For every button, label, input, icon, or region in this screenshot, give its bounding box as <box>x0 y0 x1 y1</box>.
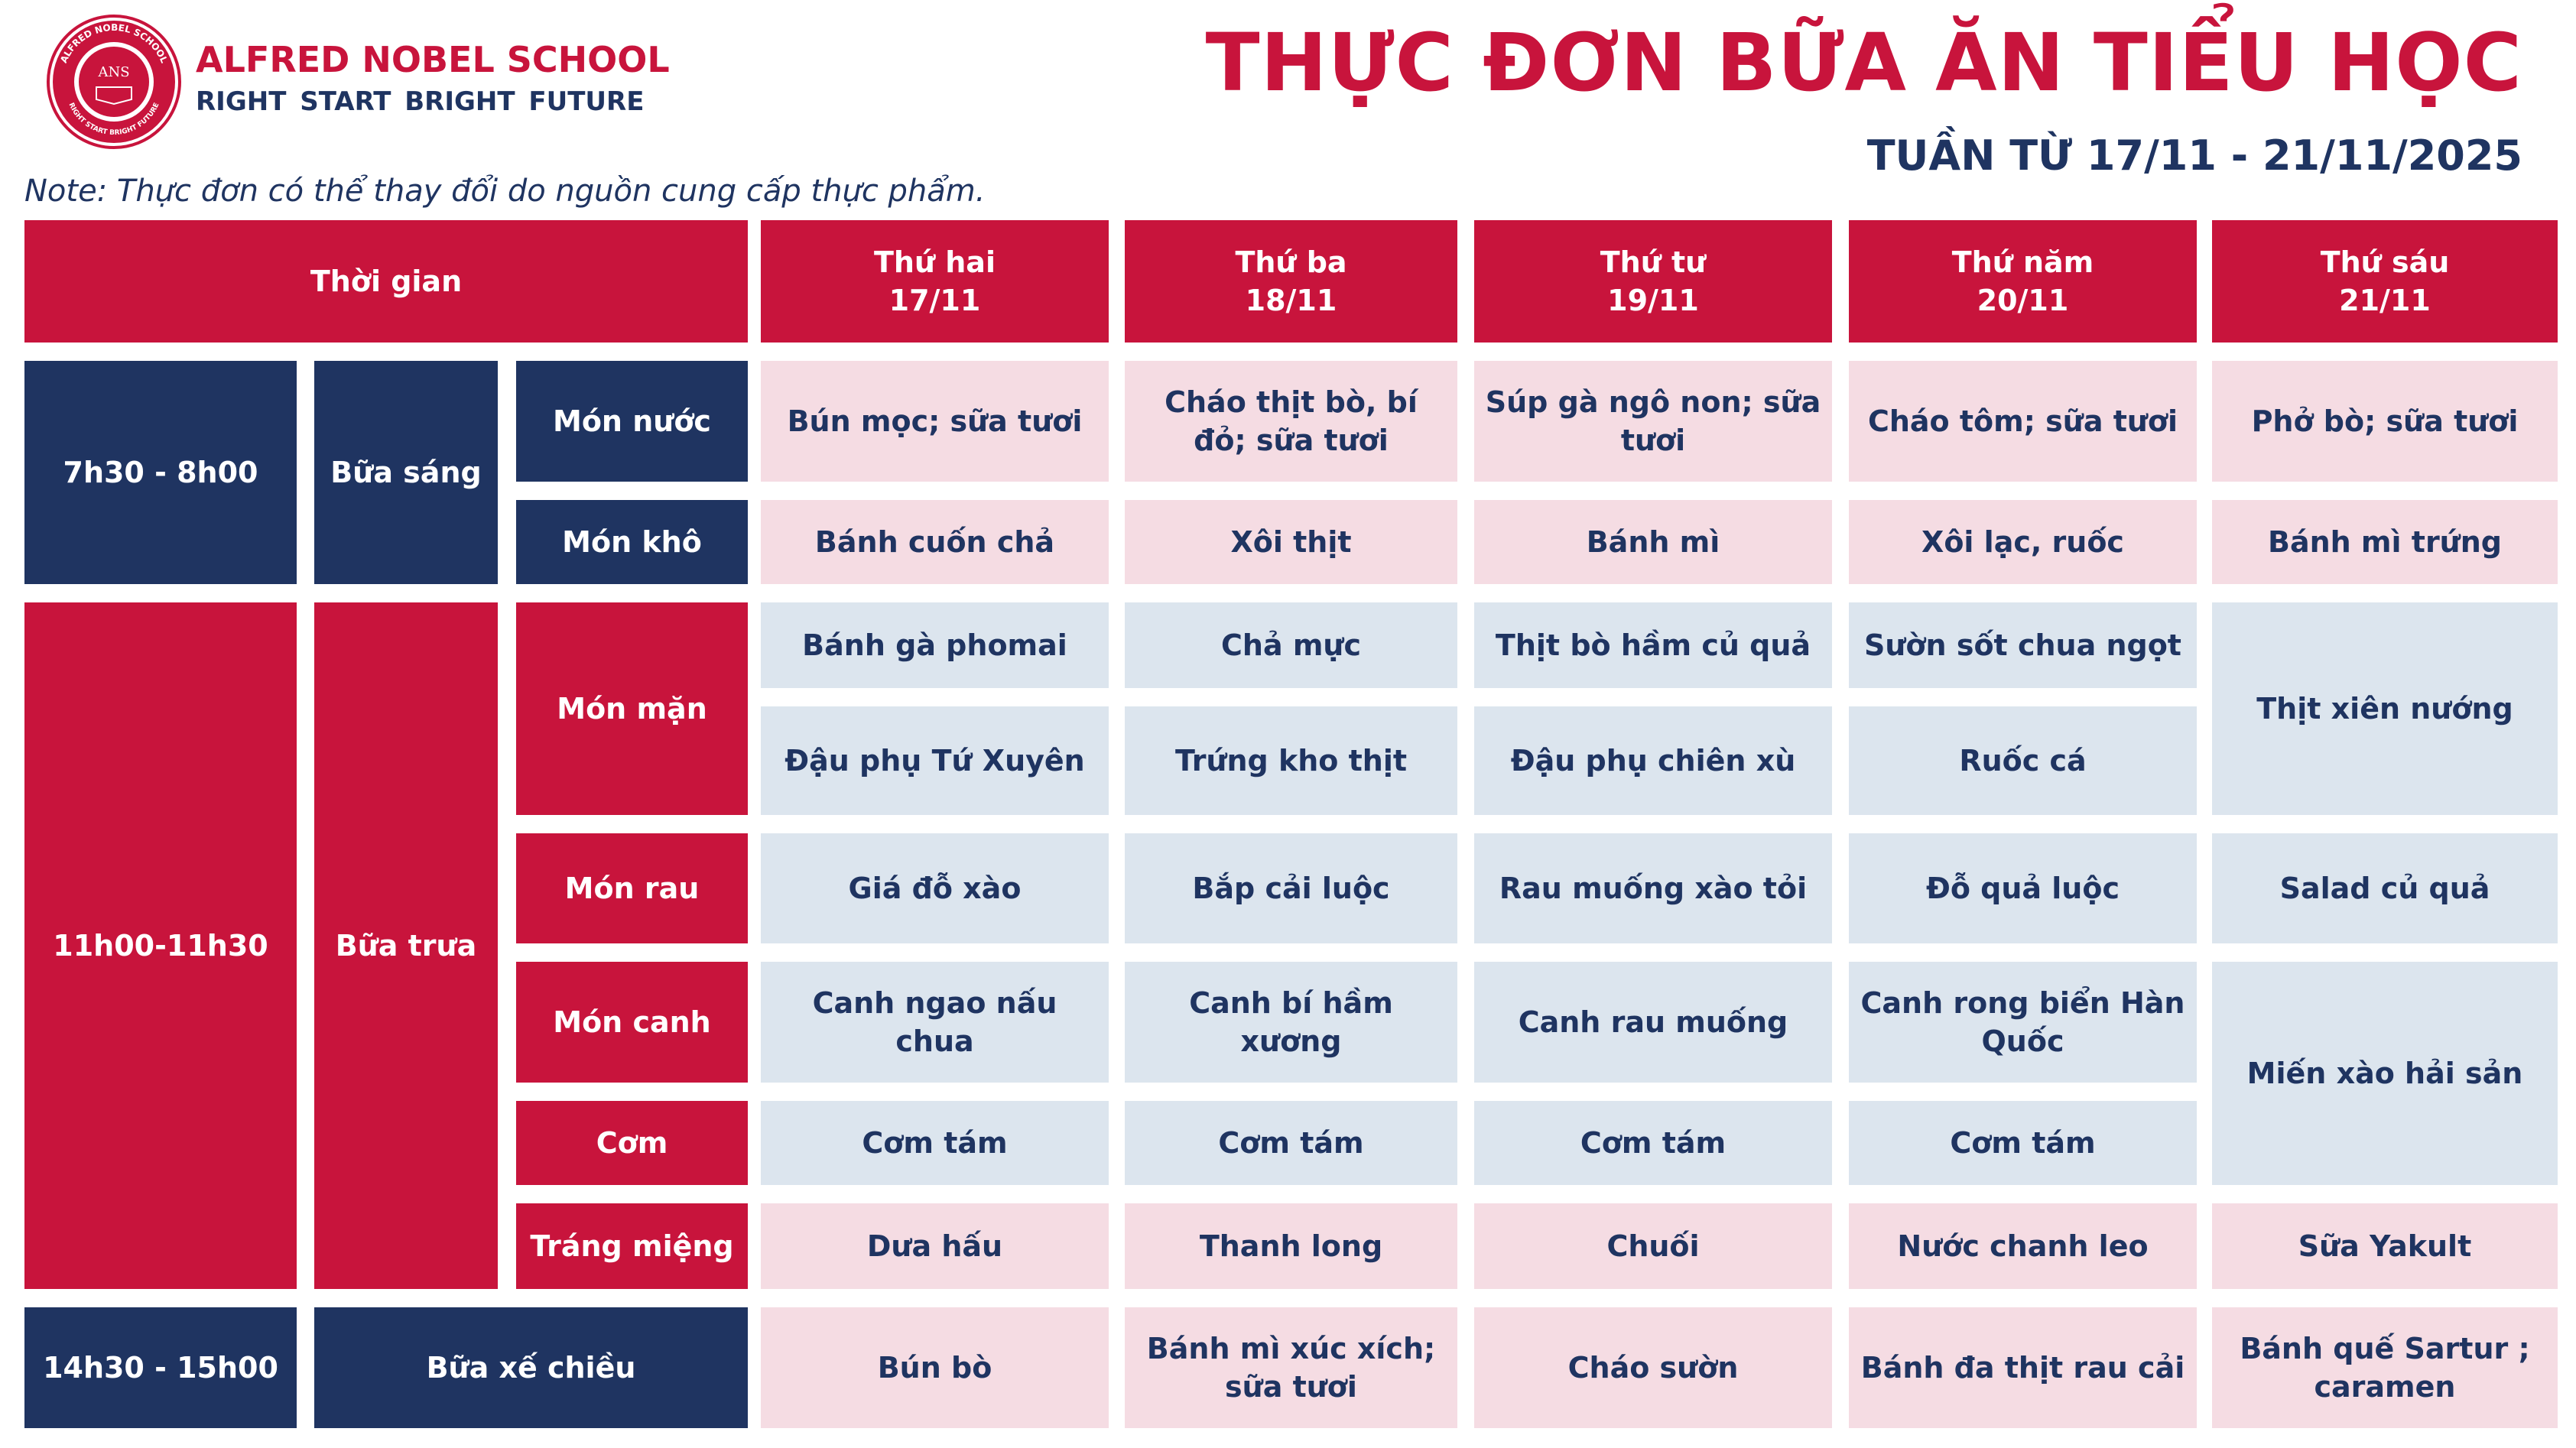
day-date: 18/11 <box>1245 284 1337 317</box>
menu-cell: Cháo sườn <box>1474 1307 1832 1428</box>
day-name: Thứ hai <box>874 245 996 279</box>
menu-note: Note: Thực đơn có thể thay đổi do nguồn … <box>24 174 986 209</box>
day-name: Thứ tư <box>1600 245 1707 279</box>
menu-cell: Cơm tám <box>761 1101 1109 1185</box>
menu-cell: Chuối <box>1474 1203 1832 1289</box>
menu-cell: Xôi lạc, ruốc <box>1849 500 2197 584</box>
menu-cell: Giá đỗ xào <box>761 833 1109 943</box>
menu-cell: Đậu phụ Tứ Xuyên <box>761 706 1109 815</box>
day-header-tuesday: Thứ ba 18/11 <box>1125 220 1457 343</box>
day-header-wednesday: Thứ tư 19/11 <box>1474 220 1832 343</box>
time-header: Thời gian <box>24 220 748 343</box>
menu-cell: Chả mực <box>1125 602 1457 688</box>
category-mon-nuoc: Món nước <box>516 361 748 482</box>
menu-cell: Canh bí hầm xương <box>1125 962 1457 1083</box>
day-date: 17/11 <box>888 284 981 317</box>
time-snack: 14h30 - 15h00 <box>24 1307 297 1428</box>
menu-cell: Sữa Yakult <box>2212 1203 2558 1289</box>
time-breakfast: 7h30 - 8h00 <box>24 361 297 584</box>
menu-cell: Thịt xiên nướng <box>2212 602 2558 815</box>
menu-cell: Thanh long <box>1125 1203 1457 1289</box>
menu-cell: Đậu phụ chiên xù <box>1474 706 1832 815</box>
menu-cell: Súp gà ngô non; sữa tươi <box>1474 361 1832 482</box>
time-lunch: 11h00-11h30 <box>24 602 297 1289</box>
day-header-monday: Thứ hai 17/11 <box>761 220 1109 343</box>
category-mon-rau: Món rau <box>516 833 748 943</box>
category-mon-man: Món mặn <box>516 602 748 815</box>
menu-cell: Cơm tám <box>1849 1101 2197 1185</box>
meal-lunch: Bữa trưa <box>314 602 498 1289</box>
menu-cell: Salad củ quả <box>2212 833 2558 943</box>
menu-cell: Bánh mì trứng <box>2212 500 2558 584</box>
menu-cell: Ruốc cá <box>1849 706 2197 815</box>
category-com: Cơm <box>516 1101 748 1185</box>
school-name: ALFRED NOBEL SCHOOL <box>196 39 670 80</box>
menu-cell: Cháo thịt bò, bí đỏ; sữa tươi <box>1125 361 1457 482</box>
menu-cell: Thịt bò hầm củ quả <box>1474 602 1832 688</box>
menu-cell: Trứng kho thịt <box>1125 706 1457 815</box>
menu-cell: Rau muống xào tỏi <box>1474 833 1832 943</box>
menu-cell: Cơm tám <box>1474 1101 1832 1185</box>
menu-cell: Sườn sốt chua ngọt <box>1849 602 2197 688</box>
category-mon-canh: Món canh <box>516 962 748 1083</box>
menu-cell: Canh rong biển Hàn Quốc <box>1849 962 2197 1083</box>
day-date: 20/11 <box>1977 284 2069 317</box>
menu-cell: Miến xào hải sản <box>2212 962 2558 1185</box>
menu-cell: Cháo tôm; sữa tươi <box>1849 361 2197 482</box>
menu-cell: Phở bò; sữa tươi <box>2212 361 2558 482</box>
school-logo: ALFRED NOBEL SCHOOL RIGHT START BRIGHT F… <box>46 14 182 150</box>
menu-cell: Bánh gà phomai <box>761 602 1109 688</box>
logo-text: ANS <box>97 64 129 80</box>
day-header-friday: Thứ sáu 21/11 <box>2212 220 2558 343</box>
meal-breakfast: Bữa sáng <box>314 361 498 584</box>
menu-cell: Bắp cải luộc <box>1125 833 1457 943</box>
day-date: 19/11 <box>1607 284 1699 317</box>
menu-cell: Đỗ quả luộc <box>1849 833 2197 943</box>
menu-cell: Dưa hấu <box>761 1203 1109 1289</box>
page-title: THỰC ĐƠN BỮA ĂN TIỂU HỌC <box>1205 16 2522 109</box>
menu-cell: Bánh mì xúc xích; sữa tươi <box>1125 1307 1457 1428</box>
menu-cell: Xôi thịt <box>1125 500 1457 584</box>
menu-cell: Bánh mì <box>1474 500 1832 584</box>
menu-cell: Canh rau muống <box>1474 962 1832 1083</box>
day-name: Thứ ba <box>1235 245 1347 279</box>
menu-cell: Bánh cuốn chả <box>761 500 1109 584</box>
week-range: TUẦN TỪ 17/11 - 21/11/2025 <box>1866 131 2522 180</box>
meal-snack: Bữa xế chiều <box>314 1307 748 1428</box>
category-trang-mieng: Tráng miệng <box>516 1203 748 1289</box>
menu-cell: Bánh quế Sartur ; caramen <box>2212 1307 2558 1428</box>
school-motto: RIGHT START BRIGHT FUTURE <box>196 86 645 117</box>
day-header-thursday: Thứ năm 20/11 <box>1849 220 2197 343</box>
menu-cell: Bún bò <box>761 1307 1109 1428</box>
menu-cell: Nước chanh leo <box>1849 1203 2197 1289</box>
category-mon-kho: Món khô <box>516 500 748 584</box>
day-name: Thứ năm <box>1951 245 2094 279</box>
day-date: 21/11 <box>2339 284 2431 317</box>
menu-cell: Bún mọc; sữa tươi <box>761 361 1109 482</box>
day-name: Thứ sáu <box>2320 245 2450 279</box>
menu-cell: Canh ngao nấu chua <box>761 962 1109 1083</box>
menu-cell: Bánh đa thịt rau cải <box>1849 1307 2197 1428</box>
menu-cell: Cơm tám <box>1125 1101 1457 1185</box>
